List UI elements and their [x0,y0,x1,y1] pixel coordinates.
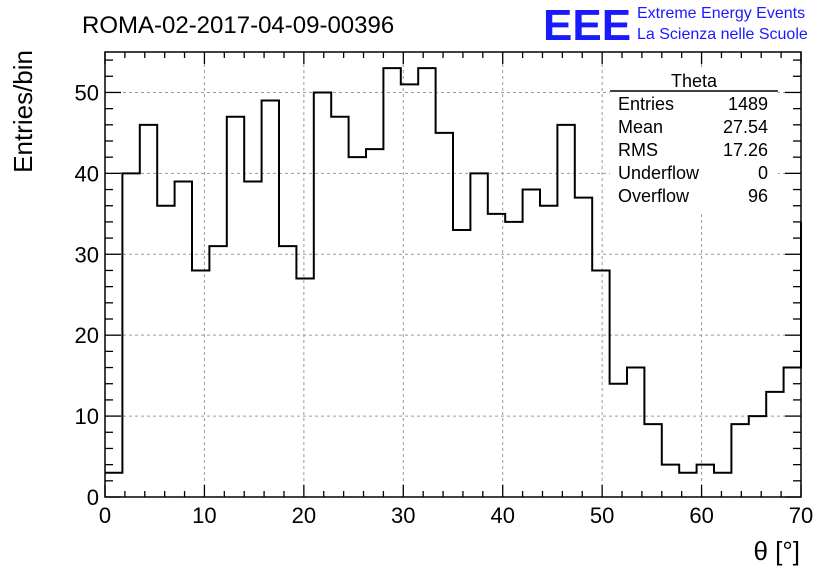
stats-row-value: 27.54 [723,117,768,137]
histogram-bin [366,149,383,497]
histogram-bin [314,92,331,497]
histogram-bin [731,424,748,497]
histogram-bin [349,157,366,497]
stats-row-label: Mean [618,117,663,137]
x-tick-label: 40 [490,503,514,528]
stats-row-label: RMS [618,140,658,160]
histogram-bin [244,181,261,497]
x-tick-label: 0 [99,503,111,528]
histogram-bin [470,173,487,497]
histogram-bin [175,181,192,497]
eee-logo: EEE Extreme Energy Events La Scienza nel… [543,1,808,50]
histogram-bin [505,222,522,497]
histogram-bin [662,465,679,497]
histogram-bin [488,214,505,497]
y-axis-label: Entries/bin [8,50,38,173]
stats-row-value: 17.26 [723,140,768,160]
stats-row-label: Entries [618,94,674,114]
histogram-bin [140,125,157,497]
x-tick-label: 50 [590,503,614,528]
histogram-outline [105,67,802,474]
histogram-bin [192,270,209,497]
x-tick-label: 10 [192,503,216,528]
histogram-bin [575,198,592,497]
histogram-bin [105,473,122,497]
stats-row-label: Overflow [618,186,690,206]
histogram-bin [627,368,644,497]
eee-logo-line2: La Scienza nelle Scuole [637,26,808,43]
histogram-bin [610,384,627,497]
histogram-bin [122,173,139,497]
histogram-bin [697,465,714,497]
stats-box: Theta Entries 1489 Mean 27.54 RMS 17.26 Underf… [610,70,778,212]
histogram-bin [331,117,348,497]
histogram-bin [644,424,661,497]
histogram-bin [383,68,400,497]
histogram-bin [436,133,453,497]
histogram-bin [714,473,731,497]
histogram-bin [557,125,574,497]
x-tick-label: 20 [292,503,316,528]
y-tick-label: 10 [75,404,99,429]
y-tick-labels: 0 10 20 30 40 50 [75,80,99,510]
stats-row-label: Underflow [618,163,700,183]
histogram-bin [453,230,470,497]
histogram-bin [401,84,418,497]
x-tick-labels: 0 10 20 30 40 50 60 70 [99,503,813,528]
chart-title: ROMA-02-2017-04-09-00396 [82,12,394,39]
x-tick-label: 70 [789,503,813,528]
histogram-series [105,67,802,497]
y-tick-label: 30 [75,242,99,267]
y-tick-label: 40 [75,161,99,186]
histogram-bin [766,392,783,497]
histogram-bin [540,206,557,497]
histogram-bin [279,246,296,497]
histogram-bin [209,246,226,497]
axis-ticks [104,52,802,498]
x-tick-label: 30 [391,503,415,528]
histogram-bin [227,117,244,497]
histogram-bin [262,101,279,497]
stats-row-value: 0 [758,163,768,183]
stats-box-title: Theta [671,71,718,91]
stats-row-value: 1489 [728,94,768,114]
x-tick-label: 60 [689,503,713,528]
histogram-bin [418,68,435,497]
stats-box-background [610,70,778,212]
histogram-bin [296,279,313,497]
eee-logo-mark: EEE [543,1,631,50]
histogram-bin [749,416,766,497]
eee-logo-line1: Extreme Energy Events [637,5,805,22]
histogram-bin [592,270,609,497]
x-axis-label: θ [°] [753,536,800,566]
histogram-bin [157,206,174,497]
y-tick-label: 50 [75,80,99,105]
y-tick-label: 20 [75,323,99,348]
stats-row-value: 96 [748,186,768,206]
plot-frame [104,51,802,498]
histogram-bin [523,190,540,497]
y-tick-label: 0 [87,485,99,510]
